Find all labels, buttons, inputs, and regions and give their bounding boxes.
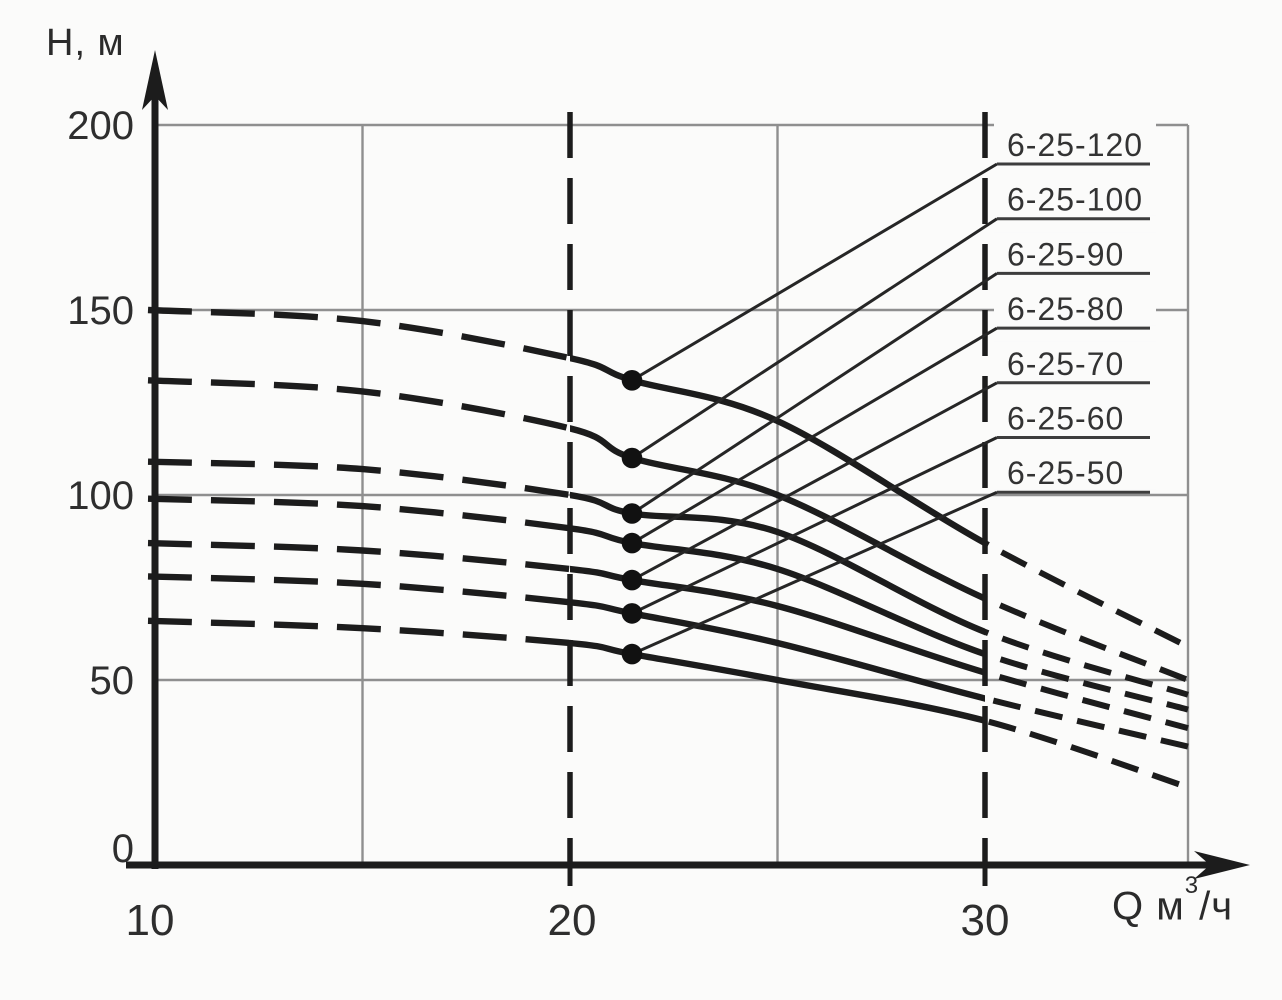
series-label-box-6-25-60 — [994, 396, 1156, 435]
series-label-box-6-25-70 — [994, 341, 1156, 380]
duty-point-dot-6-25-70 — [621, 569, 643, 591]
pump-curve-6-25-70-left-dashed — [147, 539, 570, 573]
x-axis-title: Q м3/ч — [1112, 872, 1234, 929]
y-tick-label-100: 100 — [67, 474, 134, 518]
pump-curve-6-25-80-left-dashed — [147, 495, 570, 532]
leader-line-6-25-70 — [631, 381, 998, 582]
series-label-box-6-25-120 — [994, 123, 1156, 161]
duty-point-dot-6-25-60 — [621, 603, 643, 624]
duty-point-dot-6-25-80 — [621, 532, 643, 554]
x-axis-unit-base: м — [1144, 884, 1185, 929]
leader-line-6-25-120 — [631, 162, 998, 382]
series-label-box-6-25-80 — [994, 287, 1156, 326]
y-tick-label-200: 200 — [67, 104, 134, 148]
x-axis-unit-superscript: 3 — [1184, 872, 1200, 899]
series-label-6-25-100: 6-25-100 — [1007, 182, 1143, 218]
series-label-6-25-80: 6-25-80 — [1007, 291, 1124, 327]
x-tick-label-20: 20 — [548, 896, 597, 945]
leader-line-6-25-100 — [631, 217, 998, 460]
pump-curve-6-25-50-solid — [570, 639, 985, 725]
y-axis-arrowhead-icon — [142, 50, 168, 110]
y-tick-label-0: 0 — [112, 827, 134, 871]
series-label-6-25-70: 6-25-70 — [1007, 346, 1124, 382]
pump-curve-6-25-120-solid — [570, 354, 985, 547]
pump-curve-6-25-50-right-dashed — [985, 717, 1189, 791]
series-label-6-25-120: 6-25-120 — [1007, 127, 1143, 163]
series-label-box-6-25-100 — [994, 177, 1156, 216]
pump-curve-6-25-80-solid — [570, 525, 985, 658]
x-axis-unit-denominator: /ч — [1199, 884, 1234, 929]
series-label-6-25-90: 6-25-90 — [1007, 236, 1124, 272]
pump-curve-6-25-50-left-dashed — [147, 617, 570, 647]
series-label-6-25-60: 6-25-60 — [1007, 401, 1124, 437]
x-axis-arrowhead-icon — [1194, 851, 1250, 879]
duty-point-dot-6-25-90 — [621, 503, 643, 524]
pump-curve-6-25-100-left-dashed — [147, 377, 570, 432]
pump-curve-6-25-90-left-dashed — [147, 458, 570, 499]
x-axis-quantity-symbol: Q — [1112, 884, 1145, 929]
leader-line-6-25-60 — [631, 436, 998, 615]
pump-curve-6-25-70-solid — [570, 565, 985, 676]
series-label-box-6-25-90 — [994, 232, 1156, 271]
pump-curve-6-25-60-left-dashed — [147, 573, 570, 606]
duty-point-dot-6-25-120 — [621, 370, 643, 391]
x-tick-label-30: 30 — [961, 896, 1010, 945]
x-tick-label-10: 10 — [126, 896, 175, 945]
pump-curve-6-25-120-left-dashed — [147, 306, 570, 362]
pump-curve-6-25-100-right-dashed — [985, 595, 1190, 683]
duty-point-dot-6-25-50 — [621, 643, 643, 665]
series-label-box-6-25-50 — [994, 451, 1156, 490]
y-axis-title: H, м — [46, 22, 125, 64]
leader-line-6-25-90 — [631, 272, 998, 515]
pump-curve-6-25-70-right-dashed — [985, 669, 1189, 731]
leader-line-6-25-50 — [631, 490, 998, 656]
duty-point-dot-6-25-100 — [621, 447, 643, 469]
y-tick-label-150: 150 — [67, 289, 134, 333]
series-label-6-25-50: 6-25-50 — [1007, 455, 1124, 491]
pump-curve-6-25-80-right-dashed — [985, 650, 1189, 713]
leader-line-6-25-80 — [631, 326, 998, 545]
pump-curve-6-25-90-right-dashed — [985, 628, 1189, 698]
y-tick-label-50: 50 — [90, 659, 135, 703]
